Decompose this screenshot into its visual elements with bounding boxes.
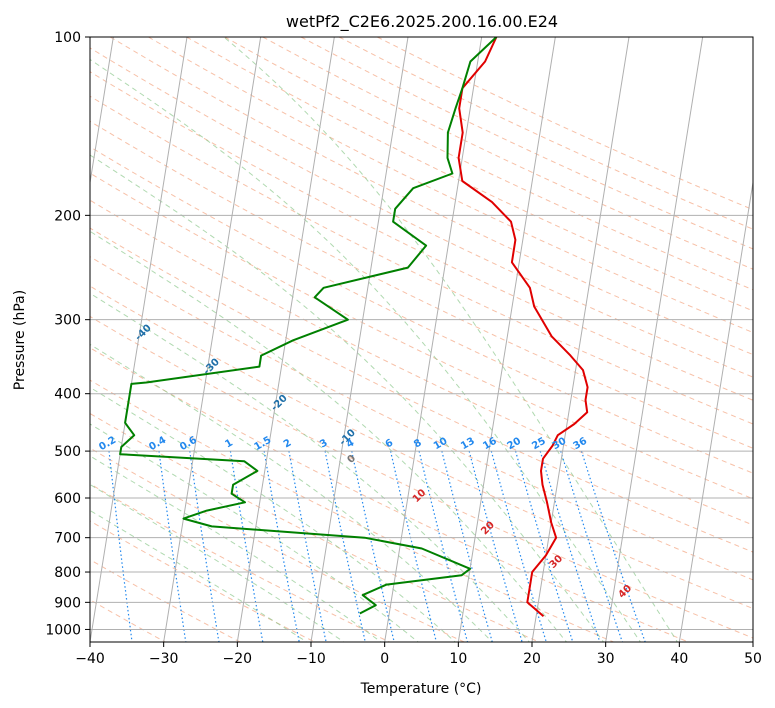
y-axis-ticks: 100 200 300 400 500 600 700 800 900 1000	[45, 30, 90, 638]
y-tick-label: 300	[54, 313, 81, 329]
plot-frame	[89, 36, 754, 643]
isotherm-line	[531, 37, 630, 642]
dry-adiabat	[90, 199, 753, 526]
y-tick-label: 700	[54, 531, 81, 547]
x-tick-label: −30	[149, 651, 179, 667]
grid-lines	[90, 37, 753, 642]
isotherm-line	[678, 179, 753, 642]
dry-adiabat	[90, 47, 753, 378]
x-tick-label: 40	[670, 651, 688, 667]
y-tick-label: 100	[54, 30, 81, 46]
mixing-ratio-line	[158, 451, 187, 642]
y-tick-label: 800	[54, 565, 81, 581]
mixing-ratio-line	[324, 450, 366, 642]
isotherm-line	[310, 37, 409, 642]
mixing-ratio-line	[441, 450, 493, 642]
dry-adiabat	[90, 172, 753, 500]
chart-title: wetPf2_C2E6.2025.200.16.00.E24	[286, 12, 558, 32]
mixing-ratio-line	[490, 450, 547, 642]
x-tick-label: 20	[523, 651, 541, 667]
mixing-ratio-label: 3	[318, 437, 330, 450]
mixing-ratio-line	[229, 451, 264, 642]
y-tick-label: 900	[54, 595, 81, 611]
x-tick-label: 50	[744, 651, 762, 667]
isotherm-line	[90, 37, 114, 186]
dry-adiabat	[90, 256, 753, 581]
dry-adiabat	[90, 71, 753, 401]
moist-adiabat	[90, 343, 494, 642]
dewpoint-line	[119, 37, 498, 615]
y-axis-label: Pressure (hPa)	[12, 290, 28, 390]
mixing-ratio-line	[515, 450, 574, 642]
mixing-ratio-line	[189, 451, 220, 642]
mixing-ratio-label: 1	[223, 437, 235, 450]
x-tick-label: 0	[380, 651, 389, 667]
moist-adiabat	[90, 423, 419, 642]
dry-adiabat	[224, 37, 753, 291]
dry-adiabat	[109, 37, 753, 356]
x-tick-label: 10	[449, 651, 467, 667]
dry-adiabat	[90, 227, 753, 553]
mixing-ratio-label: 8	[412, 437, 424, 450]
x-tick-label: 30	[597, 651, 615, 667]
temperature-line	[457, 37, 589, 617]
dry-adiabat	[90, 315, 753, 639]
moist-adiabat	[90, 58, 642, 642]
dry-adiabat	[90, 95, 753, 425]
x-tick-label: −10	[296, 651, 326, 667]
dry-adiabat	[90, 285, 753, 610]
y-tick-label: 200	[54, 208, 81, 224]
mixing-ratio-line	[351, 450, 395, 642]
x-axis-ticks: −40 −30 −20 −10 0 10 20 30 40 50	[75, 642, 762, 667]
x-tick-label: −40	[75, 651, 105, 667]
mixing-ratio-label: 6	[384, 437, 396, 450]
mixing-ratio-label: 2	[282, 437, 294, 450]
mixing-ratio-line	[390, 450, 438, 642]
y-tick-label: 1000	[45, 622, 81, 638]
isotherm-line	[605, 37, 704, 642]
mixing-ratio-line	[288, 450, 327, 642]
profile-lines	[119, 37, 589, 617]
isotherm-line	[457, 37, 556, 642]
isotherm-line	[90, 37, 188, 642]
mixing-ratio-line	[263, 451, 300, 642]
x-axis-label: Temperature (°C)	[360, 681, 482, 697]
x-tick-label: −20	[223, 651, 253, 667]
y-tick-label: 400	[54, 387, 81, 403]
isotherm-line	[236, 37, 335, 642]
mixing-ratio-line	[418, 450, 469, 642]
isotherm-line	[384, 37, 483, 642]
y-tick-label: 600	[54, 491, 81, 507]
isotherm-line	[163, 37, 262, 642]
mixing-ratio-line	[580, 450, 646, 642]
y-tick-label: 500	[54, 444, 81, 460]
mixing-ratio-label: 4	[345, 437, 357, 450]
